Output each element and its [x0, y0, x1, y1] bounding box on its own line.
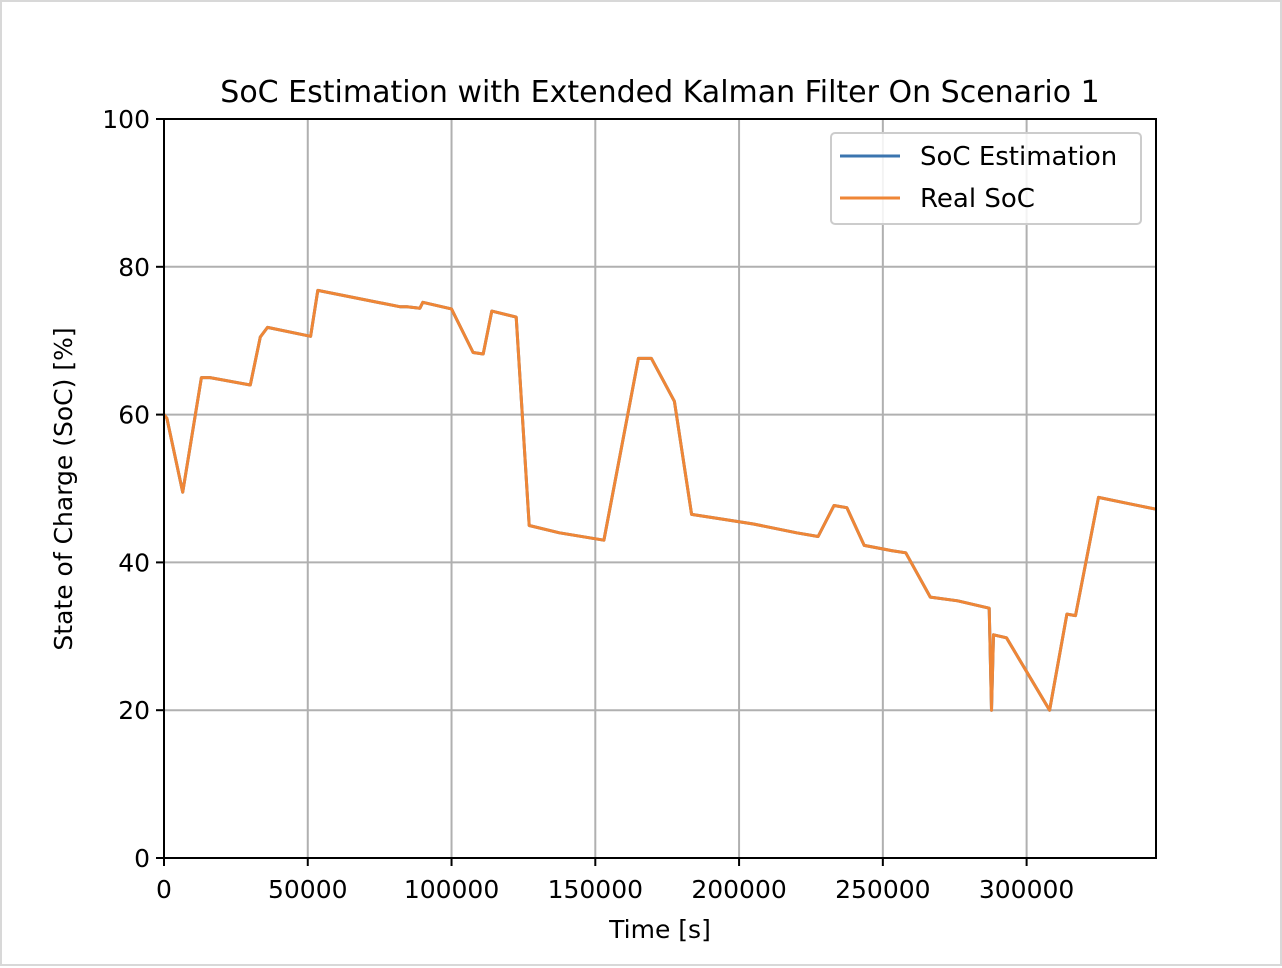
- series-line-real-soc: [162, 288, 1157, 712]
- x-tick-label: 100000: [404, 875, 499, 904]
- x-tick-label: 250000: [835, 875, 930, 904]
- x-axis-title: Time [s]: [608, 915, 711, 944]
- x-tick-label: 150000: [548, 875, 643, 904]
- x-tick-label: 0: [156, 875, 172, 904]
- x-axis-ticks: 0 50000 100000 150000 200000 250000 300000: [156, 858, 1074, 904]
- x-tick-label: 200000: [691, 875, 786, 904]
- series-line-soc-estimation: [162, 288, 1157, 712]
- x-tick-label: 300000: [979, 875, 1074, 904]
- y-tick-label: 80: [118, 253, 150, 282]
- plot-frame: [163, 118, 1157, 859]
- plot-series: [162, 288, 1157, 712]
- y-tick-label: 100: [102, 105, 150, 134]
- grid: [164, 119, 1156, 858]
- legend: SoC Estimation Real SoC: [830, 132, 1142, 225]
- y-tick-label: 20: [118, 696, 150, 725]
- legend-label-real-soc: Real SoC: [920, 184, 1035, 214]
- y-axis-title: State of Charge (SoC) [%]: [49, 327, 78, 650]
- y-tick-label: 0: [134, 844, 150, 873]
- x-tick-label: 50000: [268, 875, 348, 904]
- y-tick-label: 40: [118, 548, 150, 577]
- y-tick-label: 60: [118, 401, 150, 430]
- legend-label-soc-estimation: SoC Estimation: [920, 142, 1117, 172]
- y-axis-ticks: 0 20 40 60 80 100: [102, 105, 164, 873]
- legend-box: [830, 132, 1142, 225]
- chart-title: SoC Estimation with Extended Kalman Filt…: [220, 75, 1099, 110]
